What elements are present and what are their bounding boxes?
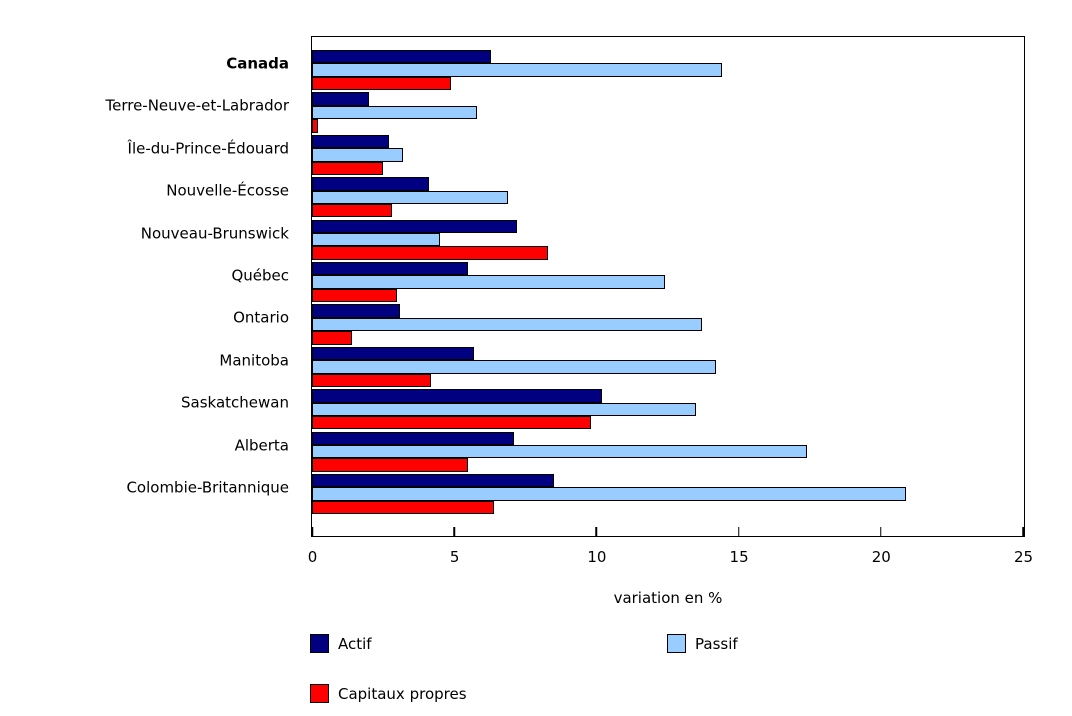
x-tick-20	[880, 527, 882, 536]
bar-passif-terre-neuve-et-labrador	[312, 105, 477, 120]
legend-label-actif: Actif	[338, 634, 372, 653]
bar-passif-ontario	[312, 317, 702, 332]
bar-actif-ontario	[312, 304, 401, 318]
bar-actif-colombie-britannique	[312, 474, 554, 488]
legend-swatch-passif	[667, 634, 686, 653]
category-label-saskatchewan: Saskatchewan	[181, 393, 289, 412]
x-tick-label-15: 15	[729, 548, 749, 566]
bar-capitaux-propres-terre-neuve-et-labrador	[312, 119, 318, 133]
x-tick-label-10: 10	[587, 548, 607, 566]
category-label-ile-du-prince-edouard: Île-du-Prince-Édouard	[127, 139, 289, 158]
bar-passif-nouvelle-ecosse	[312, 190, 509, 204]
legend-label-passif: Passif	[695, 634, 738, 653]
x-axis-title: variation en %	[613, 589, 723, 607]
x-tick-10	[595, 527, 598, 536]
x-tick-label-5: 5	[449, 548, 460, 566]
bar-capitaux-propres-nouveau-brunswick	[312, 246, 549, 260]
bar-capitaux-propres-alberta	[312, 458, 469, 472]
category-label-ontario: Ontario	[233, 308, 289, 327]
category-label-canada: Canada	[226, 54, 289, 73]
x-tick-label-20: 20	[871, 548, 891, 566]
category-label-manitoba: Manitoba	[219, 351, 289, 370]
category-label-alberta: Alberta	[234, 436, 289, 454]
category-label-nouvelle-ecosse: Nouvelle-Écosse	[166, 181, 289, 200]
bar-actif-terre-neuve-et-labrador	[312, 92, 369, 106]
bar-capitaux-propres-ile-du-prince-edouard	[312, 161, 384, 175]
bar-capitaux-propres-colombie-britannique	[312, 500, 495, 515]
bar-actif-nouvelle-ecosse	[312, 177, 429, 191]
legend-item-actif: Actif	[310, 634, 372, 653]
bar-capitaux-propres-ontario	[312, 331, 352, 345]
legend-swatch-actif	[310, 634, 329, 653]
bar-passif-canada	[312, 63, 722, 77]
bar-passif-saskatchewan	[312, 402, 696, 416]
bar-actif-nouveau-brunswick	[312, 219, 517, 233]
plot-area	[311, 36, 1025, 537]
legend-label-capitaux-propres: Capitaux propres	[338, 684, 467, 703]
legend-item-passif: Passif	[667, 634, 738, 653]
bar-passif-manitoba	[312, 360, 716, 374]
bar-passif-colombie-britannique	[312, 487, 907, 501]
bar-capitaux-propres-manitoba	[312, 373, 432, 387]
bar-passif-quebec	[312, 275, 665, 289]
bar-capitaux-propres-nouvelle-ecosse	[312, 204, 392, 218]
bar-passif-nouveau-brunswick	[312, 233, 440, 247]
legend-swatch-capitaux-propres	[310, 684, 329, 703]
bar-actif-canada	[312, 50, 492, 64]
x-tick-25	[1022, 527, 1024, 536]
x-tick-label-25: 25	[1013, 548, 1034, 566]
x-tick-label-0: 0	[307, 548, 318, 566]
bar-actif-saskatchewan	[312, 389, 603, 403]
bar-actif-manitoba	[312, 346, 475, 361]
category-label-quebec: Québec	[231, 266, 289, 285]
bar-actif-alberta	[312, 431, 514, 445]
x-tick-5	[453, 527, 455, 536]
x-tick-15	[737, 527, 740, 536]
category-label-terre-neuve-et-labrador: Terre-Neuve-et-Labrador	[105, 96, 289, 115]
bar-actif-ile-du-prince-edouard	[312, 134, 389, 149]
bar-passif-alberta	[312, 445, 807, 459]
bar-passif-ile-du-prince-edouard	[312, 148, 403, 162]
legend-item-capitaux-propres: Capitaux propres	[310, 684, 467, 703]
bar-capitaux-propres-saskatchewan	[312, 416, 591, 430]
category-label-nouveau-brunswick: Nouveau-Brunswick	[140, 224, 289, 242]
category-label-colombie-britannique: Colombie-Britannique	[126, 478, 289, 497]
bar-capitaux-propres-canada	[312, 76, 452, 91]
bar-capitaux-propres-quebec	[312, 288, 398, 303]
x-tick-0	[311, 527, 313, 536]
bar-actif-quebec	[312, 262, 469, 276]
